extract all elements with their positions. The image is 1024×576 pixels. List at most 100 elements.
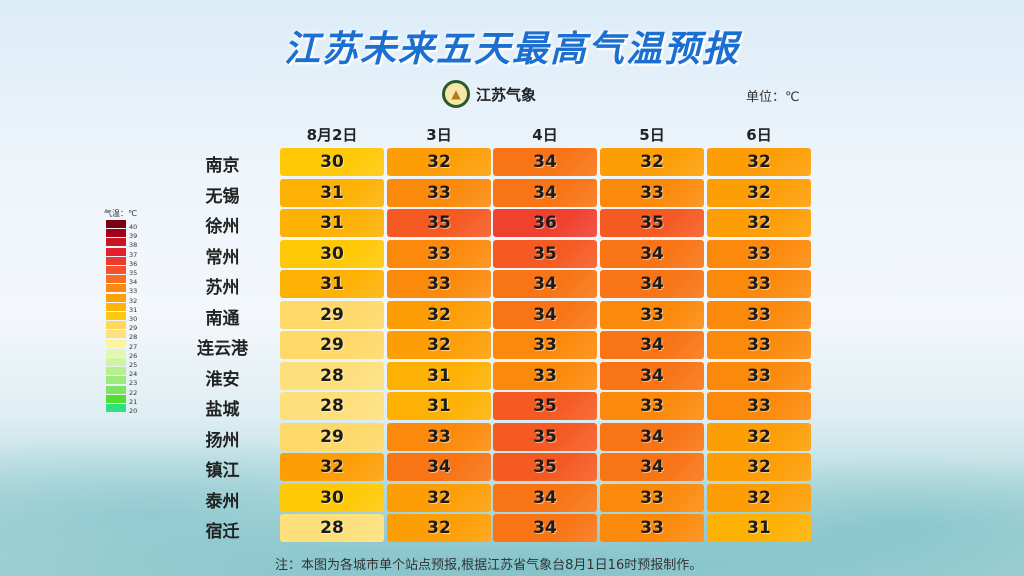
- legend-tick-label: 22: [129, 388, 138, 397]
- heatmap-cell: 33: [707, 392, 811, 420]
- heatmap-cell: 33: [600, 392, 704, 420]
- row-label-city: 南京: [205, 156, 240, 176]
- heatmap-cell: 33: [493, 361, 597, 390]
- row-label-city: 苏州: [205, 278, 240, 298]
- heatmap-cell: 32: [600, 148, 704, 176]
- legend-swatch: [106, 358, 126, 366]
- heatmap-cell: 34: [493, 148, 597, 176]
- heatmap-cell: 34: [387, 453, 491, 481]
- legend-swatch: [106, 256, 126, 265]
- heatmap-cell: 32: [387, 148, 491, 176]
- heatmap-cell: 31: [280, 178, 384, 207]
- heatmap-cell: 32: [707, 209, 811, 237]
- heatmap-cell: 35: [493, 422, 597, 451]
- heatmap-cell: 32: [707, 453, 811, 481]
- legend-tick-label: 25: [129, 361, 138, 369]
- legend-tick-label: 21: [129, 397, 138, 406]
- heatmap-cell: 32: [707, 483, 811, 512]
- heatmap-cell: 35: [600, 209, 704, 237]
- heatmap-cell: 28: [280, 361, 384, 390]
- legend-tick-label: 23: [129, 379, 138, 388]
- legend-swatch: [106, 376, 126, 385]
- heatmap-cell: 34: [600, 270, 704, 298]
- heatmap-cell: 33: [387, 270, 491, 298]
- heatmap-cell: 29: [280, 331, 384, 359]
- heatmap-cell: 36: [493, 209, 597, 237]
- heatmap-cell: 34: [493, 178, 597, 207]
- heatmap-cell: 33: [707, 331, 811, 359]
- legend-swatch: [106, 312, 126, 320]
- heatmap-cell: 30: [280, 483, 384, 512]
- legend-swatch: [106, 302, 126, 311]
- legend-swatch: [106, 339, 126, 348]
- row-label-city: 泰州: [205, 491, 240, 512]
- heatmap-cell: 34: [600, 422, 704, 451]
- unit-label: 单位：℃: [746, 90, 800, 105]
- legend-swatch: [106, 367, 126, 376]
- heatmap-cell: 32: [387, 514, 491, 542]
- row-label-city: 无锡: [205, 186, 240, 207]
- legend-swatch: [106, 321, 126, 330]
- heatmap-cell: 33: [600, 178, 704, 207]
- legend-tick-label: 24: [129, 370, 138, 379]
- legend-tick-label: 29: [129, 324, 138, 333]
- heatmap-cell: 33: [707, 270, 811, 298]
- footnote: 注：本图为各城市单个站点预报,根据江苏省气象台8月1日16时预报制作。: [275, 558, 703, 573]
- legend-tick-label: 39: [129, 232, 138, 241]
- heatmap-cell: 35: [493, 239, 597, 268]
- column-header: 6日: [746, 126, 772, 144]
- heatmap-cell: 31: [280, 270, 384, 298]
- legend-swatch: [106, 247, 126, 256]
- heatmap-cell: 34: [493, 270, 597, 298]
- heatmap-cell: 32: [387, 331, 491, 359]
- row-label-city: 徐州: [205, 217, 240, 237]
- heatmap-cell: 32: [280, 453, 384, 481]
- legend-tick-label: 28: [129, 333, 138, 342]
- column-header: 5日: [639, 126, 665, 144]
- row-label-city: 宿迁: [205, 522, 240, 542]
- logo: ▲ 江苏气象: [442, 80, 536, 108]
- row-label-city: 连云港: [197, 339, 248, 359]
- legend-tick-label: 35: [129, 269, 138, 277]
- legend-swatch: [106, 293, 126, 302]
- legend-swatch: [106, 229, 126, 238]
- legend-tick-label: 30: [129, 315, 138, 323]
- heatmap-cell: 29: [280, 300, 384, 329]
- heatmap-cell: 34: [600, 239, 704, 268]
- heatmap-cell: 32: [387, 300, 491, 329]
- heatmap-cell: 33: [493, 331, 597, 359]
- heatmap-cell: 34: [600, 453, 704, 481]
- heatmap-cell: 31: [280, 209, 384, 237]
- legend-tick-label: 33: [129, 287, 138, 296]
- heatmap-cell: 30: [280, 148, 384, 176]
- heatmap-cell: 35: [387, 209, 491, 237]
- heatmap-cell: 32: [387, 483, 491, 512]
- heatmap-cell: 34: [600, 361, 704, 390]
- heatmap-cell: 33: [387, 239, 491, 268]
- heatmap-cell: 31: [387, 392, 491, 420]
- logo-text: 江苏气象: [476, 85, 537, 104]
- legend-tick-label: 37: [129, 250, 138, 259]
- heatmap-cell: 34: [493, 514, 597, 542]
- heatmap-cell: 33: [707, 239, 811, 268]
- legend-swatch: [106, 330, 126, 339]
- legend-tick-label: 34: [129, 278, 138, 287]
- heatmap-cell: 32: [707, 148, 811, 176]
- heatmap-cell: 29: [280, 422, 384, 451]
- heatmap-cell: 33: [600, 514, 704, 542]
- row-label-city: 盐城: [205, 400, 240, 420]
- heatmap-cell: 35: [493, 392, 597, 420]
- legend-swatch: [106, 238, 126, 247]
- legend-swatch: [106, 385, 126, 394]
- legend-swatch: [106, 275, 126, 284]
- legend-tick-label: 20: [129, 407, 138, 415]
- row-label-city: 镇江: [205, 461, 240, 481]
- page-title: 江苏未来五天最高气温预报: [283, 29, 740, 70]
- row-label-city: 扬州: [205, 430, 240, 451]
- row-label-city: 淮安: [205, 369, 240, 390]
- column-header: 4日: [532, 126, 558, 144]
- heatmap-cell: 33: [600, 300, 704, 329]
- legend-swatch: [106, 404, 126, 412]
- legend-tick-label: 32: [129, 296, 138, 305]
- row-label-city: 南通: [205, 308, 240, 329]
